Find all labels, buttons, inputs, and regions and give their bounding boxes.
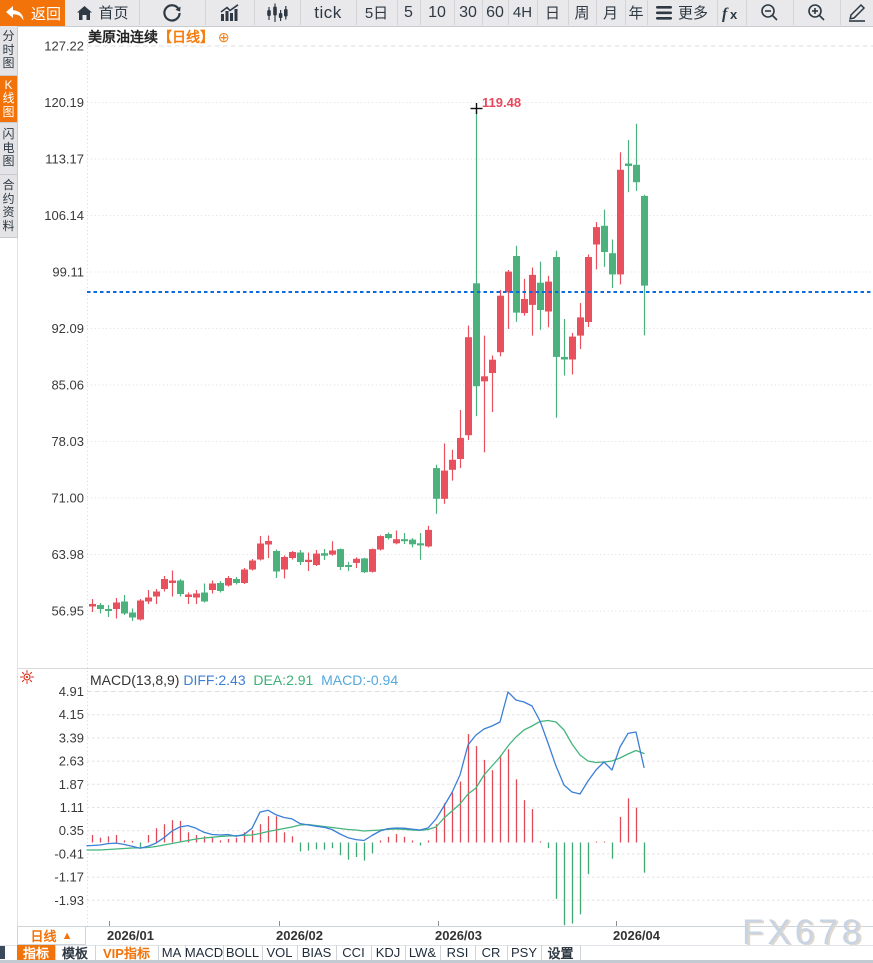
svg-text:85.06: 85.06 <box>51 378 84 393</box>
svg-text:2.63: 2.63 <box>59 754 84 769</box>
svg-text:99.11: 99.11 <box>52 265 84 280</box>
svg-text:1.11: 1.11 <box>60 800 84 815</box>
svg-text:113.17: 113.17 <box>45 152 84 167</box>
svg-text:-1.93: -1.93 <box>54 893 84 908</box>
svg-text:3.39: 3.39 <box>59 730 84 745</box>
svg-text:x: x <box>730 7 738 22</box>
svg-text:63.98: 63.98 <box>51 547 84 562</box>
svg-text:71.00: 71.00 <box>51 491 84 506</box>
svg-text:4.91: 4.91 <box>59 684 84 699</box>
svg-text:-0.41: -0.41 <box>54 846 84 861</box>
svg-text:1.87: 1.87 <box>59 777 84 792</box>
svg-text:92.09: 92.09 <box>51 321 84 336</box>
svg-text:106.14: 106.14 <box>44 208 84 223</box>
svg-text:4.15: 4.15 <box>59 707 84 722</box>
svg-text:0.35: 0.35 <box>59 823 84 838</box>
svg-text:56.95: 56.95 <box>51 604 84 619</box>
svg-text:120.19: 120.19 <box>44 95 84 110</box>
svg-text:78.03: 78.03 <box>51 434 84 449</box>
svg-text:-1.17: -1.17 <box>54 870 84 885</box>
svg-text:f: f <box>722 5 729 22</box>
svg-text:127.22: 127.22 <box>44 39 84 54</box>
